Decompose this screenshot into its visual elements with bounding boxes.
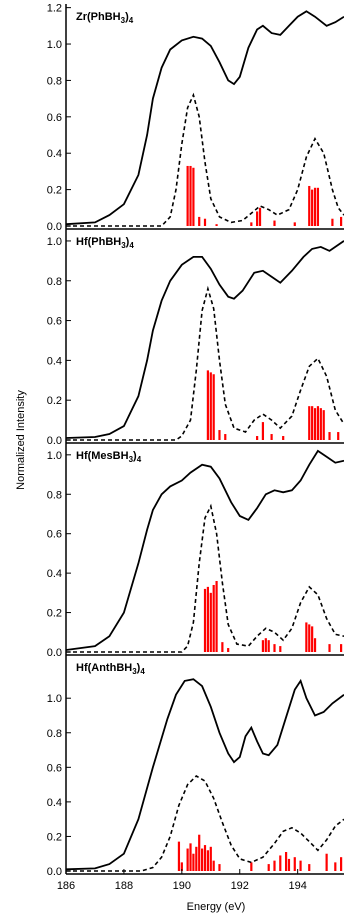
y-tick-label: 0.4 [47, 355, 62, 367]
calculated-curve [66, 285, 344, 441]
y-tick-label: 0.8 [47, 489, 62, 501]
y-tick-label: 0.6 [47, 316, 62, 328]
panel-label: Hf(AnthBH3)4 [76, 662, 145, 676]
panel-label-part: Zr(PhBH [76, 11, 121, 23]
experimental-curve [66, 10, 344, 226]
y-tick-label: 0.4 [47, 148, 62, 160]
y-tick-label: 0.8 [47, 276, 62, 288]
y-tick-label: 0.2 [47, 185, 62, 197]
panel-label-part: 3 [121, 241, 126, 250]
y-tick-label: 0.0 [47, 866, 62, 878]
y-tick-label: 0.6 [47, 762, 62, 774]
x-tick-label: 190 [173, 880, 191, 892]
y-tick-label: 0.2 [47, 395, 62, 407]
panel-label-part: 3 [121, 16, 126, 25]
panel-label-part: ) [125, 11, 129, 23]
calculated-curve [66, 92, 344, 227]
experimental-curve [66, 678, 344, 871]
x-tick-label: 186 [57, 880, 75, 892]
panel-label-part: ) [137, 662, 141, 674]
panel-label-part: 3 [132, 667, 137, 676]
y-tick-label: 0.0 [47, 221, 62, 233]
x-tick-label: 188 [115, 880, 133, 892]
y-tick-label: 1.0 [47, 39, 62, 51]
x-tick-label: 192 [231, 880, 249, 892]
panel-3-plot [66, 449, 344, 653]
y-tick-label: 0.0 [47, 647, 62, 659]
y-tick-label: 1.0 [47, 236, 62, 248]
y-axis-label: Normalized Intensity [15, 390, 27, 490]
panel-2-plot [66, 240, 344, 441]
panel-1-plot [66, 10, 344, 227]
y-tick-label: 1.2 [47, 3, 62, 15]
experimental-curve [66, 449, 344, 651]
panel-label-part: 4 [129, 241, 134, 250]
calculated-curve [66, 774, 344, 872]
panel-label-part: 4 [137, 455, 142, 464]
y-tick-label: 0.4 [47, 568, 62, 580]
y-tick-label: 1.0 [47, 450, 62, 462]
y-tick-label: 0.2 [47, 831, 62, 843]
x-tick-label: 194 [288, 880, 306, 892]
panel-label-part: Hf(PhBH [76, 236, 121, 248]
panel-label: Hf(PhBH3)4 [76, 236, 134, 250]
panel-label-part: 4 [129, 16, 134, 25]
experimental-curve [66, 240, 344, 439]
panel-label-part: 3 [129, 455, 134, 464]
panel-label-part: ) [126, 236, 130, 248]
y-tick-label: 0.6 [47, 112, 62, 124]
y-tick-label: 0.8 [47, 75, 62, 87]
y-tick-label: 1.0 [47, 693, 62, 705]
y-tick-label: 0.2 [47, 608, 62, 620]
panel-4-plot [66, 678, 344, 872]
y-tick-label: 0.8 [47, 728, 62, 740]
y-tick-label: 0.6 [47, 529, 62, 541]
panel-label-part: Hf(AnthBH [76, 662, 132, 674]
panel-label-part: 4 [140, 667, 145, 676]
panel-label: Hf(MesBH3)4 [76, 450, 142, 464]
y-tick-label: 0.4 [47, 797, 62, 809]
panel-label-part: ) [133, 450, 137, 462]
x-axis-label: Energy (eV) [187, 901, 246, 913]
panel-label-part: Hf(MesBH [76, 450, 129, 462]
y-tick-label: 0.0 [47, 435, 62, 447]
panel-label: Zr(PhBH3)4 [76, 11, 134, 25]
